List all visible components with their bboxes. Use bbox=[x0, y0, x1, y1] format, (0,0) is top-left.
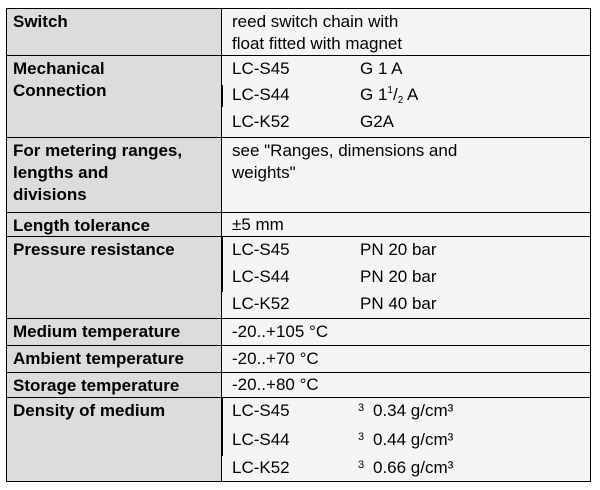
spec-value: PN 20 bar bbox=[360, 267, 437, 286]
spec-value: PN 20 bar bbox=[360, 240, 437, 259]
spec-value: G2A bbox=[360, 112, 395, 131]
value-cell: -20..+105 °C bbox=[222, 319, 591, 345]
value-cell: LC-S45 3 0.34 g/cm³ LC-S44 3 0.44 g/cm³ … bbox=[222, 398, 591, 481]
model-name: LC-S44 bbox=[232, 430, 290, 449]
model-name: LC-K52 bbox=[232, 294, 290, 313]
spec-value: 0.34 g/cm³ bbox=[373, 401, 454, 420]
model-name: LC-S44 bbox=[232, 267, 290, 286]
spec-row-ambient-temperature: Ambient temperature -20..+70 °C bbox=[6, 345, 591, 372]
value-cell: LC-S45 G 1 A LC-S44 G 11/2 A LC-K52 G2A bbox=[222, 56, 591, 137]
label-cell: Switch bbox=[6, 9, 222, 55]
spec-row-metering-ranges: For metering ranges, lengths and divisio… bbox=[6, 137, 591, 212]
label-cell: Ambient temperature bbox=[6, 346, 222, 372]
label-cell: Storage temperature bbox=[6, 373, 222, 397]
row-value: ±5 mm bbox=[232, 215, 284, 234]
footnote-mark: 3 bbox=[358, 402, 365, 414]
spec-row-switch: Switch reed switch chain with float fitt… bbox=[6, 8, 591, 55]
row-label: Density of medium bbox=[13, 401, 166, 420]
model-name: LC-S45 bbox=[232, 59, 290, 78]
label-cell: Length tolerance bbox=[6, 213, 222, 236]
model-name: LC-S45 bbox=[232, 401, 290, 420]
value-cell: -20..+80 °C bbox=[222, 373, 591, 397]
spec-row-mechanical-connection: Mechanical Connection LC-S45 G 1 A LC-S4… bbox=[6, 55, 591, 137]
footnote-mark: 3 bbox=[358, 459, 365, 471]
row-label: Switch bbox=[13, 12, 68, 31]
spec-row-medium-temperature: Medium temperature -20..+105 °C bbox=[6, 318, 591, 345]
row-label: Length tolerance bbox=[13, 216, 150, 235]
row-value: -20..+80 °C bbox=[232, 375, 319, 394]
spec-value: PN 40 bar bbox=[360, 294, 437, 313]
spec-row-pressure-resistance: Pressure resistance LC-S45 PN 20 bar LC-… bbox=[6, 236, 591, 318]
row-value: -20..+105 °C bbox=[232, 322, 329, 341]
row-label: Ambient temperature bbox=[13, 349, 184, 368]
row-label: Pressure resistance bbox=[13, 240, 175, 259]
label-cell: Pressure resistance bbox=[6, 237, 222, 318]
spec-value: G 1 A bbox=[360, 59, 403, 78]
spec-value: G 11/2 A bbox=[360, 85, 419, 106]
specifications-table: Switch reed switch chain with float fitt… bbox=[6, 8, 591, 482]
spec-value: 0.66 g/cm³ bbox=[373, 458, 454, 477]
row-label: Mechanical Connection bbox=[13, 59, 107, 100]
value-cell: see "Ranges, dimensions and weights" bbox=[222, 138, 591, 212]
row-value: -20..+70 °C bbox=[232, 349, 319, 368]
model-name: LC-K52 bbox=[232, 112, 290, 131]
spec-row-density-of-medium: Density of medium LC-S45 3 0.34 g/cm³ LC… bbox=[6, 397, 591, 482]
row-value: see "Ranges, dimensions and weights" bbox=[232, 141, 458, 182]
row-label: For metering ranges, lengths and divisio… bbox=[13, 141, 183, 204]
label-cell: For metering ranges, lengths and divisio… bbox=[6, 138, 222, 212]
label-cell: Mechanical Connection bbox=[6, 56, 222, 137]
value-cell: ±5 mm bbox=[222, 213, 591, 236]
value-cell: reed switch chain with float fitted with… bbox=[222, 9, 591, 55]
sub-divider bbox=[222, 398, 223, 456]
model-name: LC-S44 bbox=[232, 85, 290, 104]
spec-row-storage-temperature: Storage temperature -20..+80 °C bbox=[6, 372, 591, 397]
label-cell: Medium temperature bbox=[6, 319, 222, 345]
sub-divider bbox=[222, 85, 223, 107]
value-cell: -20..+70 °C bbox=[222, 346, 591, 372]
value-cell: LC-S45 PN 20 bar LC-S44 PN 20 bar LC-K52… bbox=[222, 237, 591, 318]
spec-row-length-tolerance: Length tolerance ±5 mm bbox=[6, 212, 591, 236]
model-name: LC-S45 bbox=[232, 240, 290, 259]
label-cell: Density of medium bbox=[6, 398, 222, 481]
sub-divider bbox=[222, 237, 223, 292]
row-label: Storage temperature bbox=[13, 376, 180, 395]
row-label: Medium temperature bbox=[13, 322, 181, 341]
footnote-mark: 3 bbox=[358, 431, 365, 443]
model-name: LC-K52 bbox=[232, 458, 290, 477]
spec-value: 0.44 g/cm³ bbox=[373, 430, 454, 449]
row-value: reed switch chain with float fitted with… bbox=[232, 12, 403, 53]
